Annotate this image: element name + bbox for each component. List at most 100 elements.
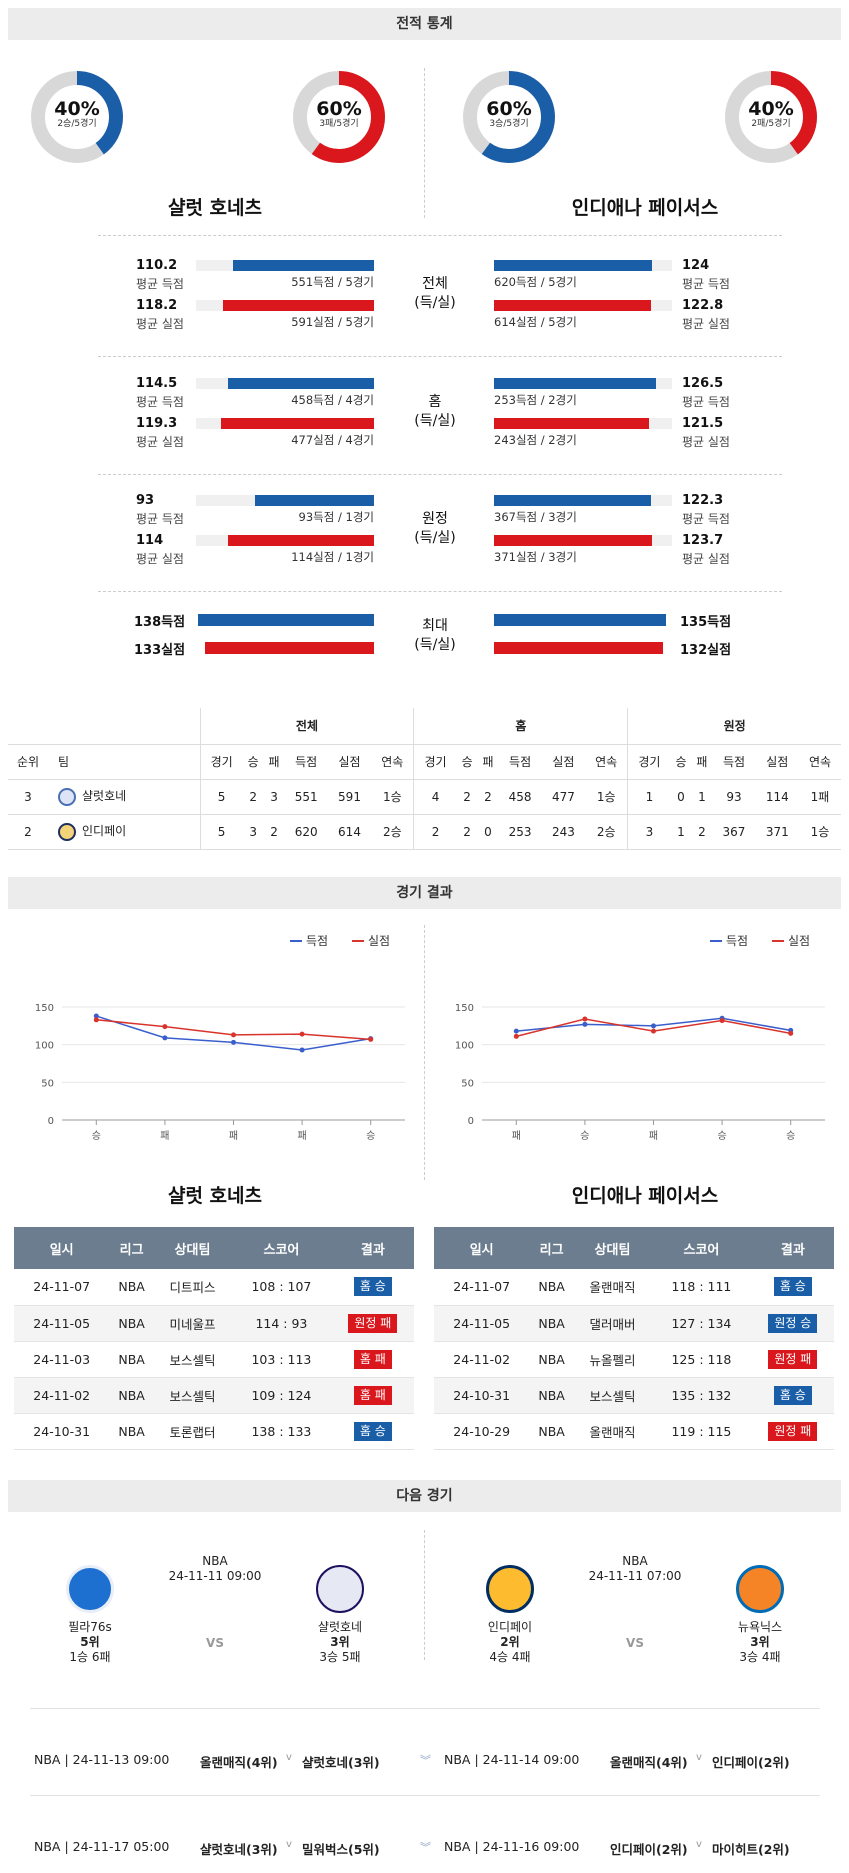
results-date: 24-10-31 [14, 1413, 110, 1450]
rank-cell: 3 [24, 789, 32, 804]
results-league: NBA [109, 1377, 154, 1414]
schedule-team2[interactable]: 샬럿호네(3위) [302, 1755, 380, 1770]
result-badge: 홈 패 [353, 1349, 392, 1369]
group-header-total: 전체 [200, 708, 415, 744]
donut-arc [293, 71, 385, 163]
next-team-info[interactable]: 필라76s 5위 1승 6패 [40, 1620, 140, 1665]
schedule-team2[interactable]: 밀워벅스(5위) [302, 1842, 380, 1857]
next-team-record: 3승 4패 [739, 1650, 781, 1664]
vs-label: VS [626, 1636, 644, 1650]
stat-bar-left [255, 495, 374, 506]
results-score: 118 : 111 [651, 1269, 752, 1306]
stat-value-left: 119.3 [136, 416, 178, 431]
standings-col-header: 패 [268, 755, 280, 769]
schedule-info: NBA | 24-11-13 09:00 [34, 1752, 170, 1767]
score-chart-right: 득점 실점 0 50 100 150 패 승 패 승 승 [455, 934, 825, 1142]
stat-label-left: 평균 득점 [136, 277, 184, 291]
standings-col-header: 경기 [210, 755, 233, 769]
results-league: NBA [109, 1413, 154, 1450]
stat-bar-left [233, 260, 374, 271]
result-badge: 원정 패 [768, 1421, 818, 1441]
standings-cell: 0 [484, 824, 492, 839]
donut-chart: 60% 3패/5경기 [292, 70, 386, 164]
y-tick-label: 150 [455, 1003, 474, 1014]
results-league: NBA [529, 1341, 574, 1378]
stats-section-title: 전적 통계 [8, 8, 841, 40]
results-row[interactable]: 24-11-02 NBA 보스셀틱 109 : 124 홈 패 [14, 1377, 414, 1414]
results-league: NBA [529, 1413, 574, 1450]
schedule-team1[interactable]: 올랜매직(4위) [610, 1755, 688, 1770]
stat-note-left: 591실점 / 5경기 [291, 315, 374, 329]
results-row[interactable]: 24-11-05 NBA 댈러매버 127 : 134 원정 승 [434, 1305, 834, 1342]
results-row[interactable]: 24-10-31 NBA 토론랩터 138 : 133 홈 승 [14, 1413, 414, 1450]
next-game-datetime: 24-11-11 09:00 [168, 1569, 262, 1583]
result-badge: 홈 승 [353, 1421, 392, 1441]
results-row[interactable]: 24-11-07 NBA 올랜매직 118 : 111 홈 승 [434, 1269, 834, 1306]
standings-col-header: 승 [461, 755, 473, 769]
results-score: 127 : 134 [651, 1305, 752, 1342]
next-team-info[interactable]: 뉴욕닉스 3위 3승 4패 [710, 1620, 810, 1665]
schedule-team1[interactable]: 인디페이(2위) [610, 1842, 688, 1857]
stat-label-left: 평균 득점 [136, 395, 184, 409]
stat-value-left: 118.2 [136, 298, 178, 313]
standings-cell: 1 [698, 789, 706, 804]
standings-cell: 243 [551, 824, 575, 839]
stat-value-left: 110.2 [136, 258, 178, 273]
rank-cell: 2 [24, 824, 32, 839]
result-badge: 원정 패 [348, 1313, 398, 1333]
results-score: 135 : 132 [651, 1377, 752, 1414]
standings-row[interactable]: 3 샬럿호네 5 2 3 551 591 1승 4 2 2 458 477 1승 1 0 1 93 114 1패 [8, 779, 841, 814]
team-title-right: 인디애나 페이서스 [571, 197, 719, 219]
results-section-title: 경기 결과 [8, 877, 841, 909]
group-header-home: 홈 [413, 708, 629, 744]
standings-row[interactable]: 2 인디페이 5 3 2 620 614 2승 2 2 0 253 243 2승 3 1 2 367 371 1승 [8, 814, 841, 849]
results-row[interactable]: 24-10-29 NBA 올랜매직 119 : 115 원정 패 [434, 1413, 834, 1450]
vs-small-icon: v [696, 1839, 702, 1850]
results-row[interactable]: 24-11-03 NBA 보스셀틱 103 : 113 홈 패 [14, 1341, 414, 1378]
stat-note-right: 371실점 / 3경기 [494, 550, 577, 564]
results-row[interactable]: 24-11-02 NBA 뉴올펠리 125 : 118 원정 패 [434, 1341, 834, 1378]
vs-small-icon: v [286, 1752, 292, 1763]
results-row[interactable]: 24-10-31 NBA 보스셀틱 135 : 132 홈 승 [434, 1377, 834, 1414]
max-value-right: 135득점 [680, 615, 732, 630]
y-tick-label: 0 [48, 1116, 54, 1127]
stat-bar-right [494, 300, 651, 311]
standings-cell: 2승 [371, 814, 415, 849]
pacers-logo-icon [486, 1565, 534, 1613]
data-point [231, 1039, 236, 1045]
divider [30, 1795, 820, 1796]
divider [424, 925, 425, 1180]
results-row[interactable]: 24-11-07 NBA 디트피스 108 : 107 홈 승 [14, 1269, 414, 1306]
results-col-header: 일시 [434, 1227, 530, 1269]
schedule-team2[interactable]: 인디페이(2위) [712, 1755, 790, 1770]
results-opp: 댈러매버 [573, 1305, 652, 1342]
knicks-logo-icon [736, 1565, 784, 1613]
standings-cell: 614 [338, 824, 361, 839]
data-point [93, 1017, 99, 1023]
results-opp: 디트피스 [153, 1269, 232, 1306]
schedule-team2[interactable]: 마이히트(2위) [712, 1842, 790, 1857]
stat-label-left: 평균 실점 [136, 435, 184, 449]
x-tick-label: 승 [717, 1130, 726, 1142]
schedule-team1[interactable]: 샬럿호네(3위) [200, 1842, 278, 1857]
data-point [162, 1035, 168, 1041]
results-score: 109 : 124 [231, 1377, 332, 1414]
legend-item: 실점 [352, 934, 390, 948]
standings-cell: 3 [249, 824, 257, 839]
team-name: 샬럿호네 [82, 789, 127, 804]
divider [98, 356, 782, 357]
standings-col-header: 실점 [338, 755, 361, 769]
next-team-info[interactable]: 샬럿호네 3위 3승 5패 [290, 1620, 390, 1665]
stat-label-left: 평균 실점 [136, 552, 184, 566]
next-team-rank: 3위 [330, 1635, 350, 1649]
results-row[interactable]: 24-11-05 NBA 미네울프 114 : 93 원정 패 [14, 1305, 414, 1342]
vs-small-icon: v [286, 1839, 292, 1850]
next-team-info[interactable]: 인디페이 2위 4승 4패 [460, 1620, 560, 1665]
standings-cell: 3 [645, 824, 654, 839]
x-tick-label: 승 [92, 1130, 101, 1142]
schedule-team1[interactable]: 올랜매직(4위) [200, 1755, 278, 1770]
next-team-record: 3승 5패 [319, 1650, 361, 1664]
standings-header-row: 순위 팀 경기 승 패 득점 실점 연속 경기 승 패 득점 실점 연속 경기 승 패 득점 실점 연속 [8, 744, 841, 779]
stat-label-left: 평균 득점 [136, 512, 184, 526]
